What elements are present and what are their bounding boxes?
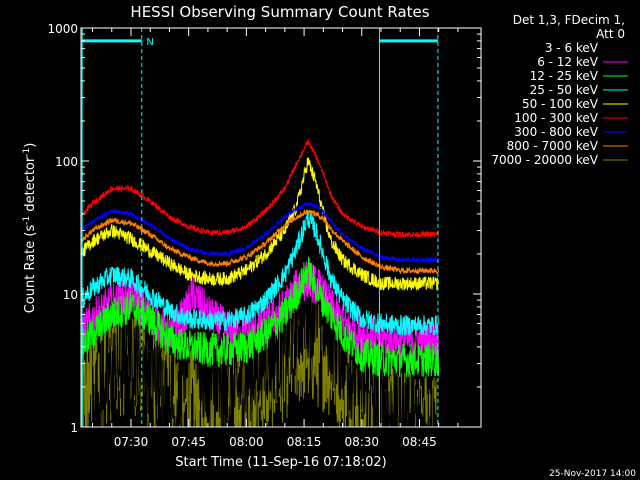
y-axis-label-sup2: -1: [22, 148, 32, 157]
series-line-6: [81, 201, 440, 264]
legend-label-5: 100 - 300 keV: [514, 111, 598, 125]
series-line-7: [81, 208, 440, 275]
x-tick-label-3: 08:15: [287, 435, 322, 449]
x-axis: 07:30 07:45 08:00 08:15 08:30 08:45: [92, 28, 459, 449]
series-line-0: [92, 258, 440, 427]
y-tick-label-1: 10: [63, 288, 78, 302]
legend-header-2: Att 0: [596, 27, 625, 41]
y-tick-label-2: 100: [55, 155, 78, 169]
plot-frame: [80, 27, 482, 428]
x-tick-label-2: 08:00: [229, 435, 264, 449]
legend-label-4: 50 - 100 keV: [522, 97, 599, 111]
legend-label-3: 25 - 50 keV: [530, 83, 599, 97]
legend-label-2: 12 - 25 keV: [530, 69, 599, 83]
timestamp: 25-Nov-2017 14:00: [549, 469, 636, 479]
x-tick-label-4: 08:30: [344, 435, 379, 449]
legend-label-1: 6 - 12 keV: [537, 55, 599, 69]
x-tick-label-5: 08:45: [402, 435, 437, 449]
chart-title: HESSI Observing Summary Count Rates: [130, 3, 429, 21]
y-tick-label-3: 1000: [47, 22, 78, 36]
x-tick-label-1: 07:45: [171, 435, 206, 449]
y-axis-label-sup1: -1: [22, 216, 32, 225]
series-line-3: [81, 210, 440, 336]
series-line-5: [81, 137, 440, 239]
x-axis-label: Start Time (11-Sep-16 07:18:02): [175, 455, 386, 470]
plot-clipped: [81, 137, 440, 427]
y-axis: 1 10 100 1000: [47, 22, 481, 435]
legend-label-6: 300 - 800 keV: [514, 125, 598, 139]
series-line-4: [81, 156, 440, 291]
plot-area: N: [81, 28, 440, 427]
legend-header-1: Det 1,3, FDecim 1,: [513, 13, 625, 27]
y-axis-label: Count Rate (s-1 detector-1): [22, 143, 38, 314]
y-axis-label-part2: detector: [23, 156, 38, 216]
y-axis-label-part1: Count Rate (s: [23, 225, 38, 314]
y-tick-label-0: 1: [70, 421, 78, 435]
annotation-0: N: [146, 37, 153, 48]
series-line-2: [81, 256, 440, 378]
x-tick-label-0: 07:30: [114, 435, 149, 449]
legend-label-8: 7000 - 20000 keV: [491, 153, 598, 167]
legend-label-0: 3 - 6 keV: [545, 41, 599, 55]
y-axis-label-part3: ): [23, 143, 38, 148]
legend-label-7: 800 - 7000 keV: [507, 139, 599, 153]
